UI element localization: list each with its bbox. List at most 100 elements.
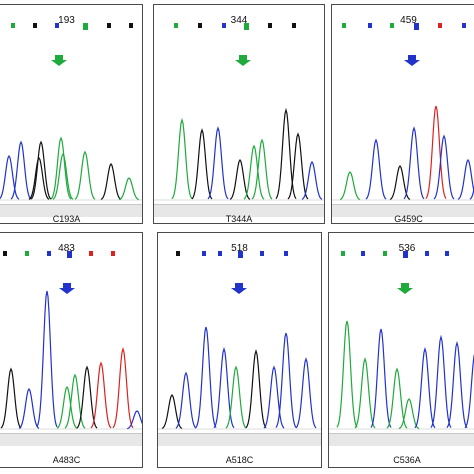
base-call-marker bbox=[435, 23, 445, 28]
base-color-marker bbox=[3, 251, 7, 256]
base-call-marker bbox=[219, 23, 229, 28]
trace-peak bbox=[90, 361, 112, 429]
trace-peak bbox=[336, 320, 358, 428]
trace-peak bbox=[398, 398, 420, 430]
base-color-marker bbox=[89, 251, 93, 256]
base-color-marker bbox=[66, 251, 72, 258]
base-call-marker bbox=[171, 23, 181, 28]
base-color-marker bbox=[237, 251, 243, 258]
base-color-marker bbox=[25, 251, 29, 256]
base-call-marker bbox=[380, 251, 390, 256]
base-color-marker bbox=[218, 251, 222, 256]
arrow-down-icon bbox=[231, 283, 247, 294]
trace-peak bbox=[171, 117, 193, 200]
position-label: 459 bbox=[400, 15, 417, 26]
trace-peak bbox=[207, 126, 229, 200]
base-color-marker bbox=[47, 251, 51, 256]
base-color-marker bbox=[174, 23, 178, 28]
trace-peak bbox=[301, 160, 323, 200]
base-color-marker bbox=[222, 23, 226, 28]
base-color-marker bbox=[268, 23, 272, 28]
trace-peak bbox=[126, 410, 142, 430]
base-color-marker bbox=[368, 23, 372, 28]
trace-peak bbox=[0, 154, 20, 200]
trace-peak bbox=[295, 357, 317, 429]
trace-peak bbox=[425, 105, 447, 199]
chromatogram-trace bbox=[0, 55, 142, 201]
base-color-marker bbox=[445, 251, 449, 256]
base-call-marker bbox=[365, 23, 375, 28]
base-call-marker bbox=[265, 23, 275, 28]
base-call-marker bbox=[80, 23, 90, 30]
trace-peak bbox=[354, 357, 376, 429]
trace-peak bbox=[365, 138, 387, 200]
base-color-marker bbox=[390, 23, 394, 28]
trace-peak bbox=[263, 365, 285, 429]
base-call-marker bbox=[173, 251, 183, 256]
base-color-marker bbox=[82, 23, 88, 30]
base-color-marker bbox=[413, 23, 419, 30]
trace-peak bbox=[10, 140, 32, 200]
trace-peak bbox=[112, 346, 134, 429]
trace-peak bbox=[464, 354, 474, 429]
trace-peak bbox=[430, 334, 452, 428]
base-color-marker bbox=[243, 23, 249, 30]
base-color-marker bbox=[198, 23, 202, 28]
base-call-marker bbox=[281, 251, 291, 256]
base-call-marker bbox=[30, 23, 40, 28]
base-color-marker bbox=[462, 23, 466, 28]
base-call-marker bbox=[387, 23, 397, 28]
trace-peak bbox=[389, 164, 411, 201]
base-call-marker bbox=[411, 23, 421, 30]
base-call-marker bbox=[86, 251, 96, 256]
mutation-footer bbox=[0, 204, 142, 217]
trace-peak bbox=[100, 162, 122, 200]
base-color-marker bbox=[11, 23, 15, 28]
trace-peak bbox=[370, 328, 392, 428]
base-color-marker bbox=[55, 23, 59, 28]
trace-peak bbox=[195, 326, 217, 428]
mutation-label: A518C bbox=[225, 455, 254, 465]
trace-peak bbox=[28, 156, 50, 200]
base-color-marker bbox=[292, 23, 296, 28]
position-label: 536 bbox=[398, 243, 416, 254]
arrow-down-icon bbox=[235, 55, 251, 66]
trace-peak bbox=[50, 136, 72, 200]
base-call-marker bbox=[44, 251, 54, 256]
trace-peak bbox=[175, 371, 197, 429]
base-color-marker bbox=[342, 23, 346, 28]
base-color-marker bbox=[425, 251, 429, 256]
base-call-marker bbox=[108, 251, 118, 256]
base-call-marker bbox=[52, 23, 62, 28]
base-call-row bbox=[0, 251, 142, 269]
chromatogram-panel-344: 344 T344A bbox=[153, 4, 325, 224]
base-call-marker bbox=[64, 251, 74, 258]
base-call-marker bbox=[422, 251, 432, 256]
chromatogram-trace bbox=[329, 283, 474, 430]
base-call-row bbox=[0, 23, 142, 41]
base-call-row bbox=[154, 23, 324, 41]
base-color-marker bbox=[438, 23, 442, 28]
position-label: 344 bbox=[230, 15, 248, 26]
chromatogram-trace bbox=[154, 55, 324, 201]
base-call-marker bbox=[22, 251, 32, 256]
base-call-marker bbox=[199, 251, 209, 256]
base-color-marker bbox=[111, 251, 115, 256]
trace-peak bbox=[18, 387, 40, 429]
base-call-marker bbox=[358, 251, 368, 256]
base-call-marker bbox=[459, 23, 469, 28]
base-call-marker bbox=[195, 23, 205, 28]
base-color-marker bbox=[129, 23, 133, 28]
base-call-marker bbox=[126, 23, 136, 28]
trace-peak bbox=[275, 107, 297, 200]
base-call-marker bbox=[400, 251, 410, 258]
base-color-marker bbox=[383, 251, 387, 256]
trace-peak bbox=[403, 126, 425, 200]
mutation-footer bbox=[158, 433, 321, 446]
trace-peak bbox=[457, 158, 474, 200]
trace-peak bbox=[414, 346, 436, 429]
trace-peak bbox=[191, 128, 213, 200]
trace-peak bbox=[64, 373, 86, 429]
chromatogram-panel-518: 518 A518C bbox=[157, 232, 322, 468]
mutation-label: C193A bbox=[52, 214, 81, 224]
